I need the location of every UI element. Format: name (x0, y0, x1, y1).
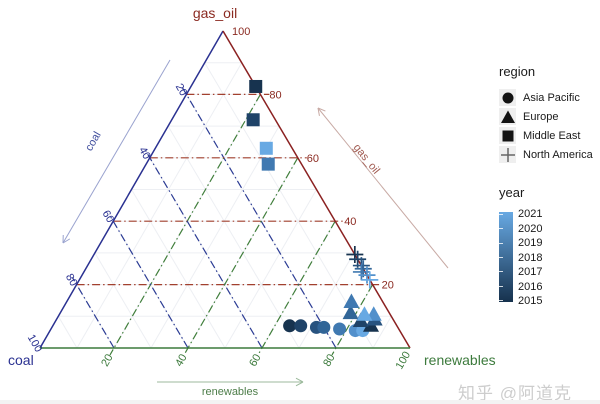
year-label: 2018 (518, 251, 543, 264)
data-point-middle-east-2021 (259, 141, 273, 155)
renewables-gridline (331, 284, 374, 356)
legend-key (499, 108, 516, 125)
legend-key (499, 127, 516, 144)
data-point-asia-pacific-2016 (294, 319, 308, 333)
minor-gridline (372, 316, 392, 349)
gas-oil-axis-arrow-head (317, 107, 320, 116)
renewables-axis-arrow-head (295, 381, 304, 387)
year-legend-title: year (499, 185, 525, 200)
renewables-tick-label: 80 (321, 352, 338, 369)
gas-oil-axis-arrow (317, 107, 449, 269)
plus-icon (500, 147, 515, 162)
year-label: 2019 (518, 237, 543, 249)
gas-oil-tick-label: 80 (269, 89, 281, 101)
coal-gridline (72, 277, 115, 349)
legend-item-middle-east: Middle East (499, 126, 599, 145)
data-point-europe-2018 (342, 304, 359, 320)
gas-oil-arrow-label: gas_oil (351, 142, 382, 177)
data-point-north-america-2020 (358, 266, 376, 284)
legend-item-europe: Europe (499, 107, 599, 126)
renewables-axis-arrow-head (295, 377, 304, 383)
coal-axis-arrow-head (62, 238, 71, 244)
minor-gridline (204, 62, 374, 349)
renewables-gridline (183, 157, 299, 356)
coal-tick-label: 20 (173, 82, 190, 99)
minor-gridline (57, 316, 78, 349)
renewables-tick-label: 100 (394, 350, 414, 372)
legend-key (499, 89, 516, 106)
coal-tick-label: 80 (63, 272, 80, 289)
data-point-middle-east-2019 (261, 157, 275, 171)
minor-gridline (76, 62, 243, 349)
axis-title-renewables: renewables (424, 352, 496, 368)
page-edge-strip (0, 400, 600, 404)
minor-gridline (131, 189, 226, 349)
year-label: 2020 (518, 222, 543, 235)
legend-item-asia-pacific: Asia Pacific (499, 88, 599, 107)
data-point-asia-pacific-2015 (283, 319, 297, 333)
data-point-middle-east-2016 (246, 113, 260, 127)
data-point-europe-2021 (356, 306, 373, 321)
gas-oil-tick-label: 20 (382, 280, 394, 292)
renewables-tick-label: 60 (247, 352, 264, 369)
coal-gridline (181, 87, 337, 349)
region-legend-title: region (499, 64, 536, 79)
renewables-arrow-label: renewables (202, 386, 259, 398)
coal-tick-label: 40 (136, 145, 153, 162)
renewables-gridline (257, 220, 336, 356)
renewables-gridline (109, 94, 261, 356)
data-point-middle-east-2015 (249, 79, 263, 93)
gas-oil-axis-arrow-head (317, 107, 326, 112)
minor-gridline (167, 125, 300, 349)
data-point-asia-pacific-2018 (317, 320, 331, 334)
left-edge (39, 30, 224, 349)
year-label: 2016 (518, 280, 543, 293)
year-label: 2021 (518, 208, 543, 220)
year-label: 2017 (518, 266, 543, 278)
year-labels: 2021 2020 2019 2018 2017 2016 2015 (518, 209, 542, 307)
gas-oil-tick-label: 100 (232, 26, 250, 38)
year-colorbar (499, 212, 513, 302)
triangle-icon (500, 110, 515, 123)
gas-oil-tick-label: 60 (307, 153, 319, 165)
watermark: 知乎 @阿道克 (458, 384, 572, 403)
data-point-asia-pacific-2019 (333, 322, 347, 336)
legend-item-label: Asia Pacific (523, 91, 580, 104)
minor-gridline (94, 252, 152, 349)
coal-arrow-label: coal (83, 130, 103, 153)
circle-icon (502, 92, 513, 103)
legend: region Asia Pacific Europe Middle East Nort… (499, 64, 599, 307)
renewables-tick-label: 20 (99, 352, 116, 369)
axis-title-coal: coal (8, 352, 34, 368)
coal-axis-arrow (62, 59, 171, 244)
legend-item-label: Middle East (523, 129, 581, 142)
year-label: 2015 (518, 295, 543, 307)
legend-item-label: North America (523, 148, 593, 161)
data-point-europe-2019 (343, 293, 360, 309)
year-legend: year 2021 2020 2019 2018 2017 2016 2015 (499, 185, 599, 307)
minor-gridline (150, 125, 280, 349)
renewables-tick-label: 40 (173, 352, 190, 369)
data-point-north-america-2021 (361, 271, 379, 289)
legend-item-north-america: North America (499, 145, 599, 164)
gas-oil-tick-label: 40 (344, 216, 356, 228)
coal-gridline (108, 214, 189, 349)
data-point-north-america-2015 (346, 245, 364, 263)
axis-title-gas-oil: gas_oil (192, 5, 238, 21)
coal-tick-label: 60 (100, 208, 117, 225)
minor-gridline (224, 189, 317, 349)
region-legend-items: Asia Pacific Europe Middle East North Ameri… (499, 88, 599, 164)
square-icon (502, 130, 513, 141)
minor-gridline (298, 252, 355, 349)
legend-item-label: Europe (523, 110, 559, 123)
coal-gridline (145, 150, 263, 349)
legend-key (499, 146, 516, 163)
